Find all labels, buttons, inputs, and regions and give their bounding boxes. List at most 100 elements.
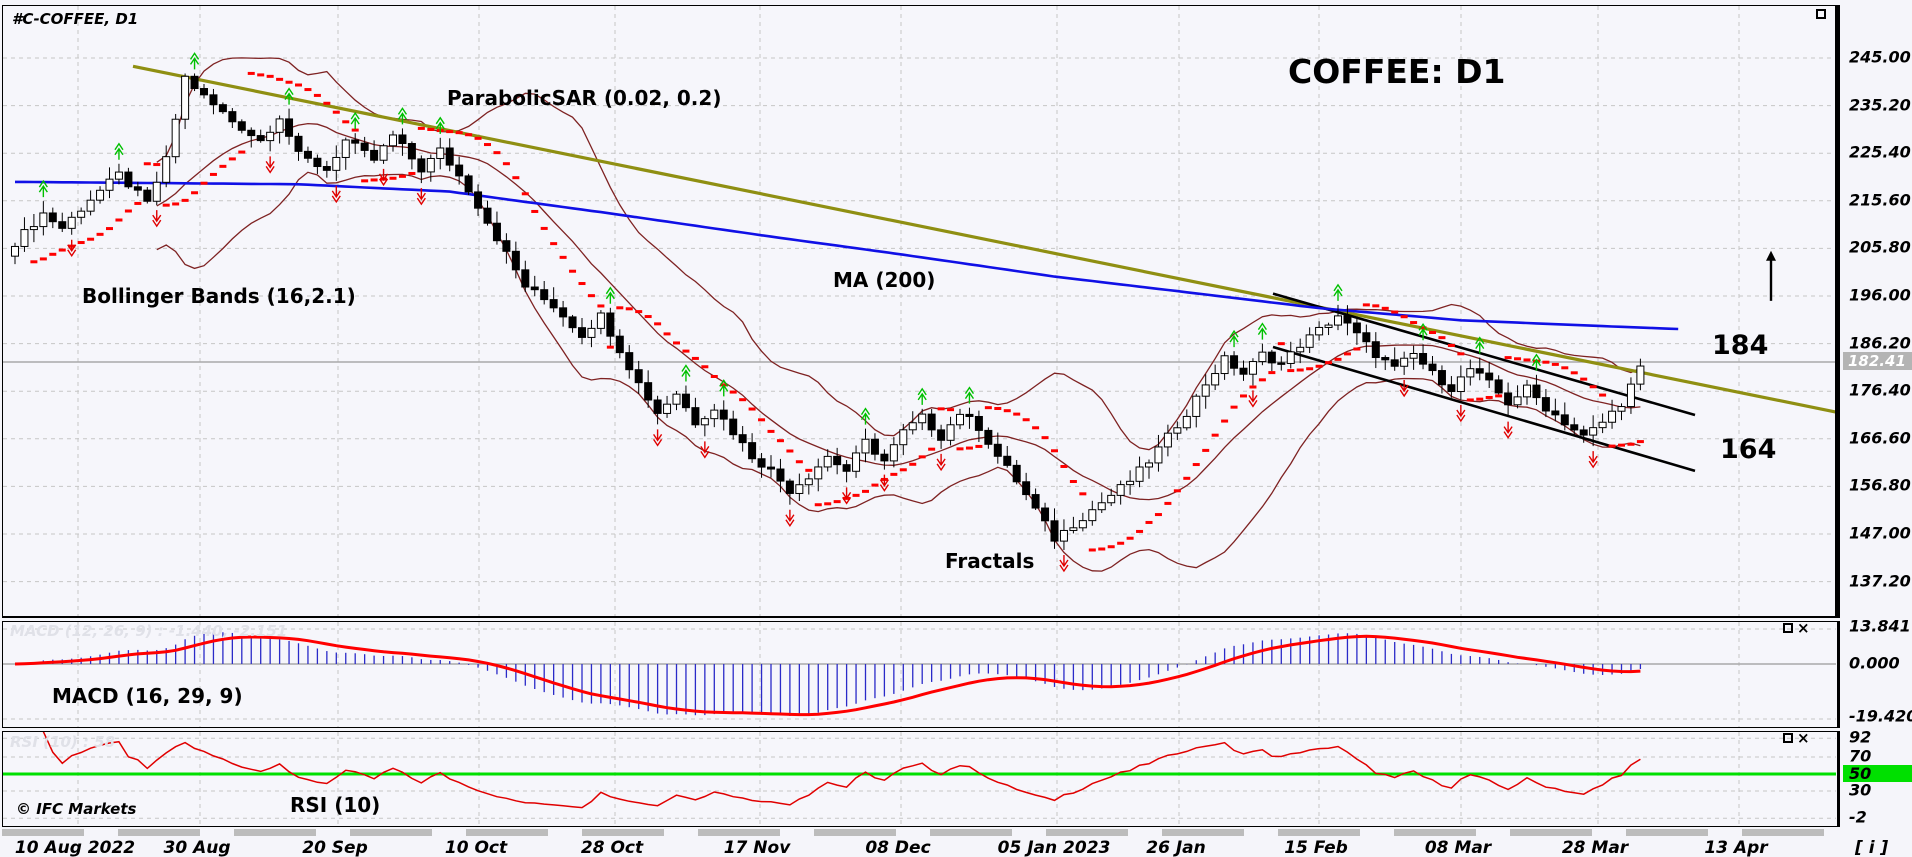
fractal-up-icon — [350, 111, 360, 130]
up-arrow-annotation — [1766, 250, 1776, 301]
fractal-down-icon — [1399, 379, 1409, 398]
fractal-up-icon — [1229, 329, 1239, 348]
fractal-down-icon — [785, 509, 795, 527]
fractal-up-icon — [1333, 283, 1343, 301]
fractal-up-icon — [397, 107, 408, 125]
bollinger-lower — [156, 171, 1641, 572]
fractal-up-icon — [1531, 353, 1542, 371]
price-tick: 196.00 — [1849, 285, 1911, 305]
rsi-watermark: RSI (10) : 58 — [10, 733, 116, 751]
fractal-up-icon — [964, 386, 975, 404]
fractal-down-icon — [1456, 404, 1466, 423]
fractal-down-icon — [265, 156, 275, 174]
support-level-label: 164 — [1720, 434, 1777, 465]
symbol-label: #C-COFFEE, D1 — [12, 10, 139, 28]
trendlines — [132, 64, 1835, 473]
fractal-down-icon — [1503, 421, 1513, 439]
main-chart-panel — [2, 5, 1840, 618]
maximize-icon[interactable] — [1816, 9, 1826, 19]
fractal-up-icon — [189, 52, 200, 70]
parabolic-sar-label: ParabolicSAR (0.02, 0.2) — [447, 86, 722, 110]
date-label: 08 Dec — [865, 838, 931, 857]
date-label: 10 Oct — [444, 838, 508, 857]
fractal-arrows — [38, 52, 1598, 573]
current-price-flag: 182.41 — [1843, 352, 1912, 370]
fractal-up-icon — [1257, 322, 1267, 340]
fractal-down-icon — [653, 429, 663, 447]
price-tick: 176.40 — [1849, 380, 1911, 400]
channel-upper — [1272, 292, 1696, 417]
price-tick: 225.40 — [1849, 142, 1911, 162]
fractal-up-icon — [681, 364, 691, 382]
rsi-tick: 92 — [1849, 727, 1872, 747]
fractal-down-icon — [152, 210, 162, 228]
minimize-icon[interactable] — [1783, 733, 1793, 743]
ma-label: MA (200) — [833, 268, 936, 292]
resistance-level-label: 184 — [1712, 330, 1769, 361]
price-tick: 156.80 — [1849, 475, 1911, 495]
fractal-up-icon — [605, 286, 615, 304]
fractal-down-icon — [378, 168, 389, 187]
fractal-up-icon — [860, 407, 871, 425]
date-label: 26 Jan — [1146, 838, 1206, 857]
grid — [3, 732, 1836, 826]
date-label: 13 Apr — [1704, 838, 1768, 857]
macd-tick: 0.000 — [1849, 653, 1900, 673]
minimize-icon[interactable] — [1783, 623, 1793, 633]
bollinger-middle — [156, 122, 1641, 501]
macd-panel-buttons: × — [1783, 619, 1810, 637]
fractal-down-icon — [700, 441, 710, 459]
info-link[interactable]: [ i ] — [1855, 838, 1889, 857]
price-tick: 215.60 — [1849, 190, 1911, 210]
macd-canvas[interactable] — [3, 622, 1836, 727]
fractal-down-icon — [67, 239, 77, 258]
channel-lower — [1272, 345, 1696, 473]
time-scrollbar[interactable] — [2, 829, 1838, 836]
fractal-down-icon — [1248, 390, 1258, 408]
rsi-canvas[interactable] — [3, 732, 1836, 826]
candles — [11, 73, 1645, 550]
fractal-up-icon — [719, 379, 729, 397]
close-icon[interactable]: × — [1797, 729, 1810, 747]
long-term-resistance — [132, 64, 1835, 414]
fractal-down-icon — [416, 188, 426, 206]
date-label: 08 Mar — [1424, 838, 1492, 857]
macd-watermark: MACD (12, 26, 9) : -1.440, -2.151 — [10, 622, 288, 640]
date-label: 28 Mar — [1561, 838, 1629, 857]
date-label: 15 Feb — [1284, 838, 1348, 857]
rsi-tick: -2 — [1849, 807, 1867, 827]
date-label: 10 Aug 2022 — [14, 838, 136, 857]
fractal-down-icon — [331, 185, 341, 204]
fractal-down-icon — [842, 487, 852, 505]
fractal-down-icon — [936, 453, 946, 472]
main-chart-canvas[interactable] — [3, 6, 1835, 616]
price-tick: 186.20 — [1849, 333, 1911, 353]
close-icon[interactable]: × — [1797, 619, 1810, 637]
macd-tick: 13.841 — [1849, 616, 1911, 636]
fractals-label: Fractals — [945, 549, 1035, 573]
fractal-up-icon — [1418, 323, 1428, 341]
rsi-tick: 70 — [1849, 746, 1872, 766]
price-tick: 166.60 — [1849, 428, 1911, 448]
date-label: 05 Jan 2023 — [997, 838, 1111, 857]
rsi-panel — [2, 731, 1840, 827]
rsi-panel-buttons: × — [1783, 729, 1810, 747]
macd-panel — [2, 621, 1840, 728]
price-tick: 147.00 — [1849, 523, 1911, 543]
ma200-line — [15, 180, 1679, 331]
copyright: © IFC Markets — [16, 800, 137, 818]
bollinger-label: Bollinger Bands (16,2.1) — [82, 284, 356, 308]
date-label: 28 Oct — [580, 838, 644, 857]
price-tick: 205.80 — [1849, 237, 1911, 257]
grid — [3, 6, 1835, 616]
macd-histogram — [23, 632, 1642, 716]
rsi-tick: 30 — [1849, 780, 1872, 800]
rsi-level-flag: 50 — [1843, 765, 1912, 782]
fractal-down-icon — [1059, 554, 1069, 573]
fractal-up-icon — [1475, 336, 1485, 354]
fractal-up-icon — [917, 387, 927, 405]
date-label: 20 Sep — [302, 838, 368, 857]
fractal-up-icon — [284, 87, 294, 105]
chart-title: COFFEE: D1 — [1288, 52, 1506, 91]
